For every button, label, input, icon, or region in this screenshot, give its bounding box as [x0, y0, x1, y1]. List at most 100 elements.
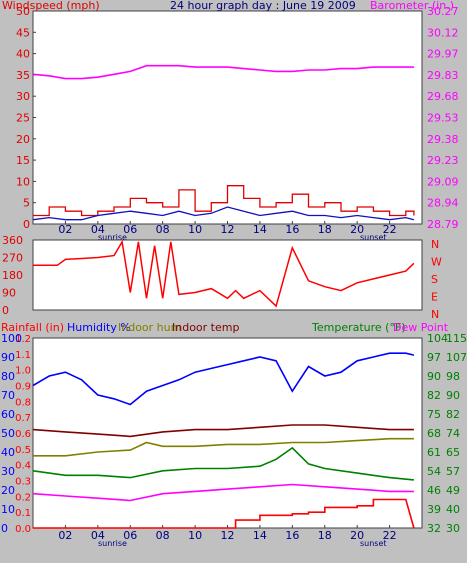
temperature-tick-label: 68 [427, 427, 441, 440]
p3-series [32, 352, 415, 529]
p1-x-tick-label: 16 [285, 223, 299, 236]
chart-title: 24 hour graph day : June 19 2009 [170, 0, 356, 12]
p3-x-tick-label: 14 [253, 529, 267, 542]
direction-letter: N [431, 308, 439, 321]
p1-x-ticks: 02 04 06 08 10 12 14 16 18 20 22 [58, 221, 397, 236]
rain-tick-label: 0.1 [15, 508, 31, 519]
temperature-tick-label: 90 [427, 370, 441, 383]
direction-tick-label: 270 [2, 252, 23, 265]
direction-letter: E [431, 291, 438, 304]
temperature-ticks: 32 39 46 54 61 68 75 82 90 97 104 [427, 332, 448, 535]
temperature-line [32, 446, 414, 481]
humidity-ticks: 0 10 20 30 40 50 60 70 80 90 100 [1, 332, 22, 535]
p1-series [32, 64, 415, 221]
humidity-tick-label: 100 [1, 332, 22, 345]
dewpoint-axis-label: Dew Point [393, 321, 449, 334]
temperature-tick-label: 104 [427, 332, 448, 345]
humidity-temp-plot [32, 337, 423, 529]
barometer-tick-label: 29.68 [427, 90, 459, 103]
dewpoint-tick-label: 74 [446, 427, 460, 440]
dewpoint-tick-label: 49 [446, 484, 460, 497]
temperature-axis-label: Temperature (°F) [311, 321, 406, 334]
indoor-temp-line [32, 424, 414, 438]
humidity-tick-label: 70 [1, 389, 15, 402]
rain-tick-label: 0.8 [15, 397, 31, 408]
rain-tick-label: 1.1 [15, 350, 31, 361]
p1-x-tick-label: 08 [156, 223, 170, 236]
wind-average-line [32, 206, 415, 221]
direction-tick-label: 360 [2, 234, 23, 247]
humidity-tick-label: 60 [1, 408, 15, 421]
windspeed-tick-label: 50 [16, 5, 30, 18]
barometer-ticks: 28.79 28.94 29.09 29.23 29.38 29.53 29.68 29.83… [427, 5, 459, 231]
p3-x-tick-label: 06 [123, 529, 137, 542]
rain-tick-label: 0.3 [15, 477, 31, 488]
temperature-tick-label: 82 [427, 389, 441, 402]
barometer-tick-label: 28.94 [427, 197, 459, 210]
barometer-axis-label: Barometer (in.) [370, 0, 454, 12]
p3-x-tick-label: 20 [350, 529, 364, 542]
humidity-tick-label: 20 [1, 484, 15, 497]
direction-line [33, 239, 415, 308]
p3-x-tick-label: 16 [285, 529, 299, 542]
direction-letter: N [431, 238, 439, 251]
direction-tick-label: 0 [2, 304, 9, 317]
temperature-tick-label: 61 [427, 446, 441, 459]
sunset-label-3: sunset [360, 539, 387, 548]
humidity-tick-label: 90 [1, 351, 15, 364]
barometer-tick-label: 29.83 [427, 69, 459, 82]
dewpoint-tick-label: 30 [446, 522, 460, 535]
p1-x-tick-label: 04 [91, 223, 105, 236]
p1-x-tick-label: 22 [383, 223, 397, 236]
humidity-tick-label: 0 [1, 522, 8, 535]
barometer-tick-label: 28.79 [427, 218, 459, 231]
dewpoint-tick-label: 107 [446, 351, 467, 364]
humidity-line [32, 352, 415, 406]
dew-point-line [32, 483, 414, 502]
windspeed-tick-label: 25 [16, 112, 30, 125]
rain-ticks: 0.0 0.1 0.2 0.3 0.4 0.5 0.6 0.7 0.8 0.9 1.0 1.1 1.2 [15, 334, 31, 535]
p3-x-tick-label: 04 [91, 529, 105, 542]
p1-gridlines [33, 10, 36, 225]
barometer-tick-label: 30.27 [427, 5, 459, 18]
windspeed-axis-label: Windspeed (mph) [2, 0, 100, 12]
barometer-tick-label: 29.23 [427, 154, 459, 167]
p1-x-tick-label: 06 [123, 223, 137, 236]
p3-x-tick-label: 22 [383, 529, 397, 542]
p3-x-tick-label: 08 [156, 529, 170, 542]
p1-x-tick-label: 18 [318, 223, 332, 236]
direction-tick-label: 90 [2, 287, 16, 300]
barometer-tick-label: 30.12 [427, 26, 459, 39]
p3-x-tick-label: 12 [221, 529, 235, 542]
dewpoint-tick-label: 98 [446, 370, 460, 383]
windspeed-ticks: 0 5 10 15 20 25 30 35 40 45 50 [16, 5, 30, 231]
barometer-tick-label: 29.97 [427, 48, 459, 61]
rain-tick-label: 0.6 [15, 429, 31, 440]
direction-series [33, 239, 415, 308]
rainfall-axis-label: Rainfall (in) [1, 321, 64, 334]
windspeed-tick-label: 20 [16, 133, 30, 146]
humidity-legend: Humidity % [67, 321, 131, 334]
rain-tick-label: 0.2 [15, 492, 31, 503]
sunrise-label-3: sunrise [98, 539, 127, 548]
direction-letter: S [431, 273, 438, 286]
p3-x-tick-label: 02 [58, 529, 72, 542]
windspeed-tick-label: 40 [16, 48, 30, 61]
temperature-tick-label: 75 [427, 408, 441, 421]
humidity-tick-label: 40 [1, 446, 15, 459]
dewpoint-tick-label: 90 [446, 389, 460, 402]
windspeed-tick-label: 15 [16, 154, 30, 167]
rain-tick-label: 1.0 [15, 366, 31, 377]
temperature-tick-label: 54 [427, 465, 441, 478]
indoor-temp-legend: Indoor temp [172, 321, 239, 334]
humidity-tick-label: 30 [1, 465, 15, 478]
temperature-tick-label: 46 [427, 484, 441, 497]
barometer-tick-label: 29.53 [427, 112, 459, 125]
rain-tick-label: 1.2 [15, 334, 31, 345]
direction-tick-label: 180 [2, 269, 23, 282]
p1-x-tick-label: 10 [188, 223, 202, 236]
windspeed-tick-label: 45 [16, 26, 30, 39]
